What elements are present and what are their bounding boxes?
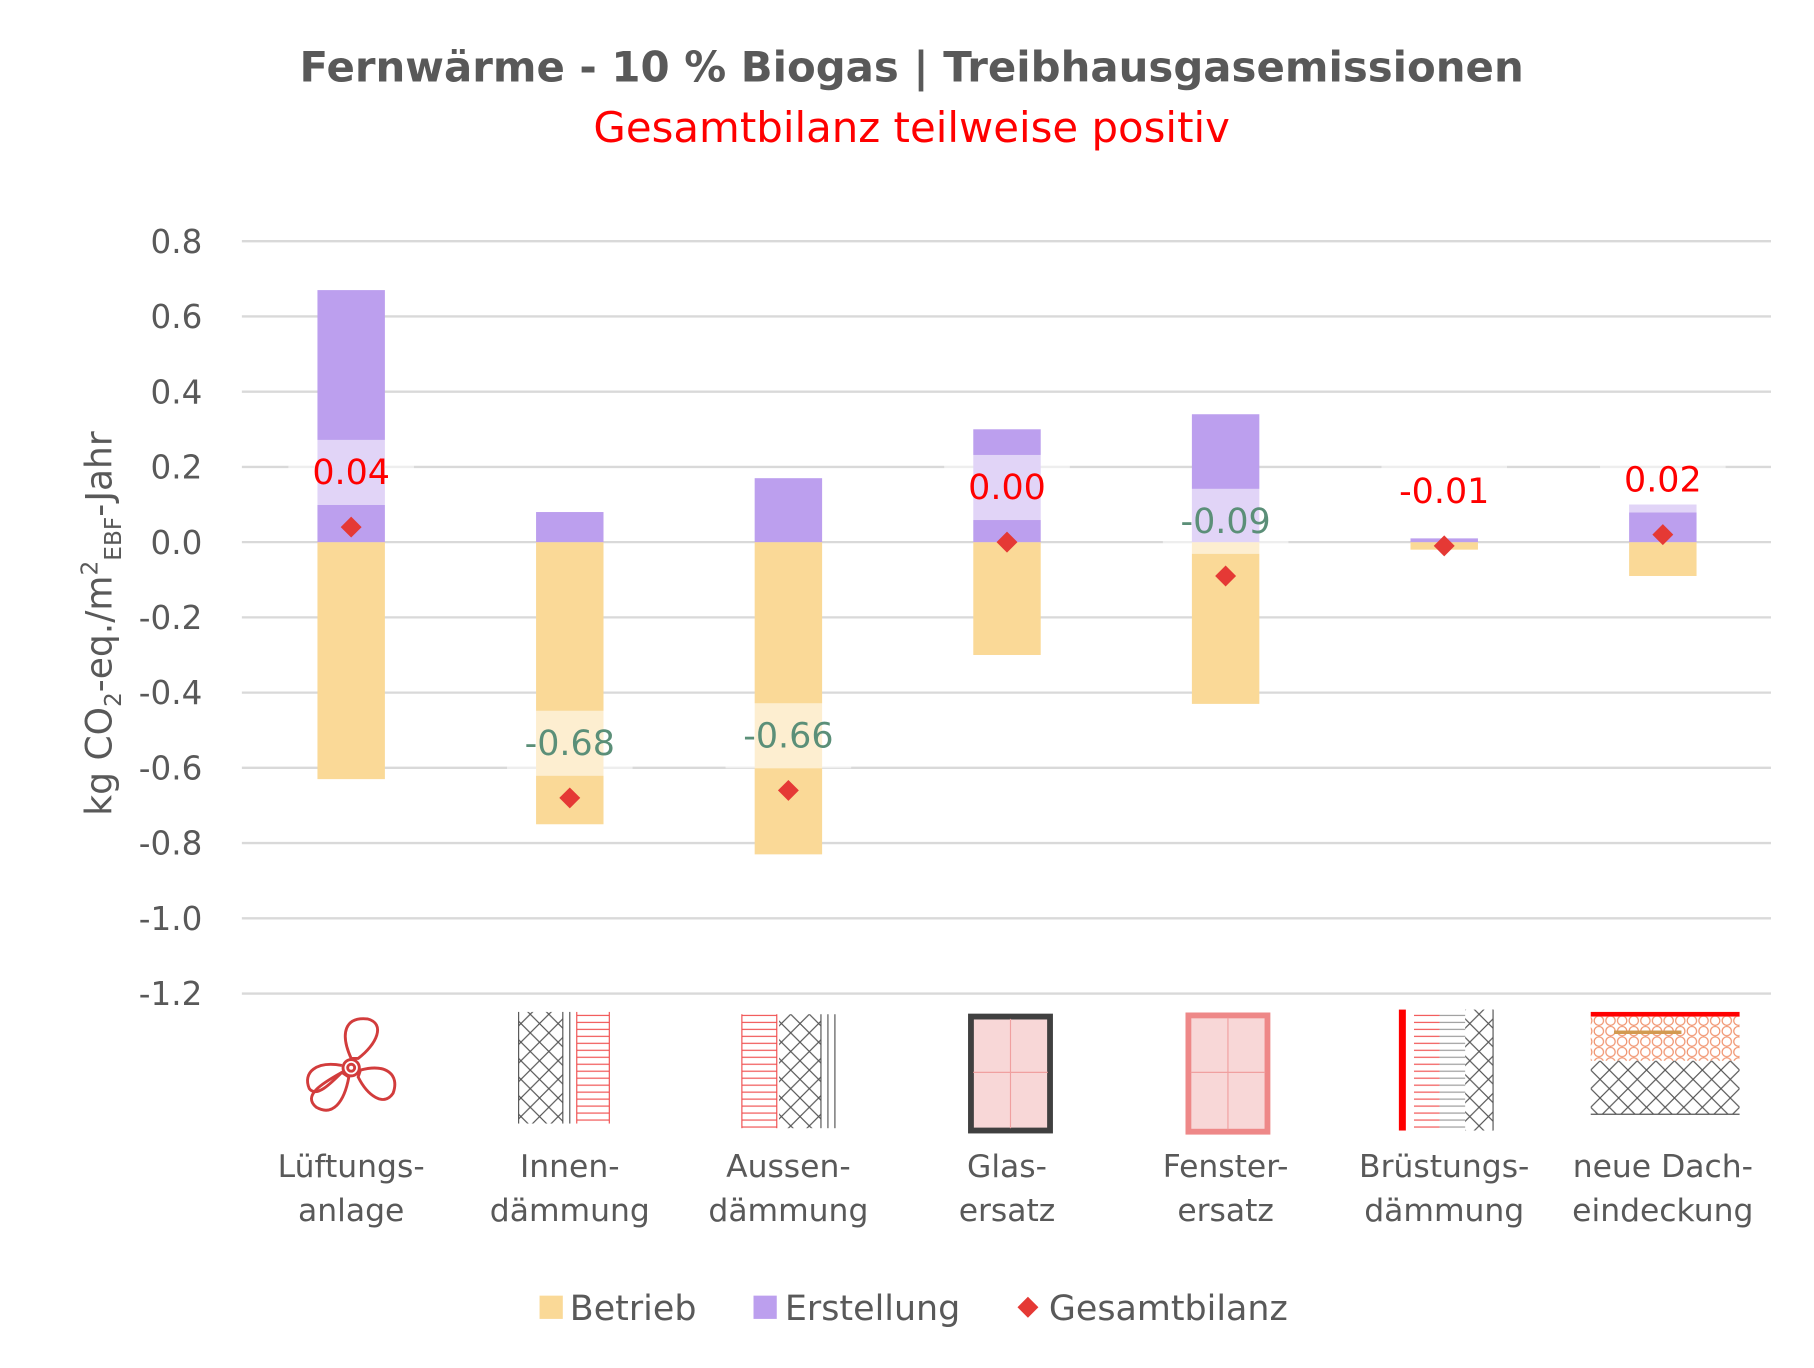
legend-label-gesamtbilanz: Gesamtbilanz	[1049, 1289, 1288, 1329]
category-label: eindeckung	[1572, 1193, 1753, 1229]
y-tick-label: 0.0	[151, 524, 203, 562]
bar-betrieb	[317, 542, 385, 780]
category-label: ersatz	[959, 1193, 1056, 1229]
glass-replacement-icon	[968, 1013, 1053, 1134]
bar-betrieb	[536, 542, 604, 825]
marker-gesamtbilanz	[1433, 535, 1455, 557]
bar-betrieb	[1629, 542, 1697, 576]
data-label: -0.68	[525, 724, 615, 764]
bar-betrieb	[754, 542, 823, 855]
x-axis-categories: Lüftungs-anlage Innen-dämmung Aussen-dämmu…	[278, 1149, 1754, 1229]
y-tick-label: -0.6	[139, 749, 203, 787]
category-label: anlage	[298, 1193, 404, 1229]
legend-swatch-erstellung	[753, 1295, 777, 1319]
y-tick-label: -0.4	[139, 674, 203, 712]
data-label: -0.09	[1180, 502, 1270, 542]
y-tick-label: -1.2	[139, 975, 203, 1013]
marker-gesamtbilanz	[340, 516, 362, 538]
parapet-insulation-icon	[1398, 1009, 1494, 1131]
data-label-background	[1600, 447, 1726, 513]
roof-covering-icon	[1590, 1011, 1740, 1115]
legend-item-erstellung[interactable]: Erstellung	[753, 1289, 961, 1329]
category-label: dämmung	[1364, 1193, 1524, 1229]
legend-item-gesamtbilanz[interactable]: Gesamtbilanz	[1017, 1289, 1288, 1329]
data-label: 0.02	[1624, 461, 1702, 501]
interior-insulation-icon	[518, 1011, 610, 1124]
legend-swatch-gesamtbilanz	[1017, 1296, 1039, 1318]
data-label-background	[1381, 458, 1508, 524]
category-label: Brüstungs-	[1359, 1149, 1529, 1185]
y-tick-label: 0.6	[151, 298, 203, 336]
legend-label-erstellung: Erstellung	[785, 1289, 960, 1329]
category-label: Aussen-	[726, 1149, 851, 1185]
data-labels: 0.04 -0.68 -0.66 0.00 -0.09 -0.01 0.02	[288, 439, 1726, 776]
fan-icon	[306, 1017, 397, 1112]
data-label: 0.04	[312, 453, 390, 493]
data-label: -0.01	[1399, 472, 1489, 512]
chart-subtitle: Gesamtbilanz teilweise positiv	[593, 103, 1229, 152]
y-axis-label: kg CO2-eq./m2EBF-Jahr	[77, 431, 127, 816]
window-replacement-icon	[1185, 1012, 1271, 1135]
y-tick-label: -0.8	[139, 825, 203, 863]
category-label: Glas-	[967, 1149, 1047, 1185]
bar-erstellung	[536, 512, 604, 543]
data-label-background	[1162, 488, 1289, 554]
exterior-insulation-icon	[741, 1014, 836, 1129]
bar-erstellung	[754, 478, 823, 543]
bar-betrieb	[973, 542, 1041, 655]
data-label-background	[725, 703, 852, 769]
chart-title: Fernwärme - 10 % Biogas | Treibhausgasem…	[300, 43, 1524, 92]
y-tick-label: 0.8	[151, 223, 203, 261]
marker-gesamtbilanz	[996, 531, 1018, 553]
category-label: Fenster-	[1163, 1149, 1289, 1185]
category-label: ersatz	[1177, 1193, 1274, 1229]
category-label: dämmung	[490, 1193, 650, 1229]
legend-swatch-betrieb	[539, 1295, 563, 1319]
data-label: 0.00	[968, 468, 1046, 508]
y-tick-label: 0.2	[151, 449, 203, 487]
data-label-background	[506, 710, 633, 776]
category-label: Innen-	[520, 1149, 620, 1185]
category-label: Lüftungs-	[278, 1149, 425, 1185]
y-tick-label: -0.2	[139, 599, 203, 637]
data-label: -0.66	[743, 716, 833, 756]
legend-label-betrieb: Betrieb	[570, 1289, 697, 1329]
y-tick-label: 0.4	[151, 373, 203, 411]
marker-gesamtbilanz	[1652, 524, 1674, 546]
category-label: dämmung	[708, 1193, 868, 1229]
data-label-background	[944, 454, 1070, 521]
y-tick-label: -1.0	[139, 900, 203, 938]
y-axis-ticks: 0.8 0.6 0.4 0.2 0.0 -0.2 -0.4 -0.6 -0.8 -1.0 -1.2	[139, 223, 203, 1013]
data-label-background	[288, 439, 414, 505]
category-label: neue Dach-	[1573, 1149, 1753, 1185]
legend: Betrieb Erstellung Gesamtbilanz	[539, 1289, 1288, 1329]
legend-item-betrieb[interactable]: Betrieb	[539, 1289, 697, 1329]
